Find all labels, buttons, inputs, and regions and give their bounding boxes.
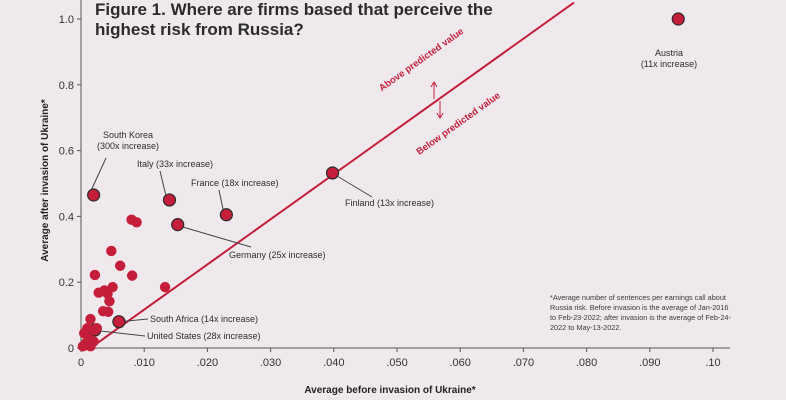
x-tick-label: .090	[639, 357, 660, 369]
x-tick-label: .030	[260, 357, 281, 369]
point-label-detail: (300x increase)	[97, 141, 159, 151]
data-point	[89, 269, 101, 281]
data-point	[104, 296, 115, 307]
point-labels: Austria(11x increase) South Korea(300x in…	[97, 48, 697, 341]
point-label: South Korea	[103, 130, 153, 140]
data-point	[91, 323, 103, 334]
data-point	[219, 208, 233, 222]
x-tick-label: .050	[386, 357, 407, 369]
point-label: France (18x increase)	[191, 178, 279, 188]
leader-line	[175, 224, 252, 248]
data-point	[671, 12, 685, 26]
data-point	[77, 341, 89, 352]
above-predicted-label: Above predicted value	[377, 26, 466, 94]
x-tick-label: .080	[576, 357, 597, 369]
data-point	[126, 270, 138, 281]
leader-line	[331, 172, 373, 198]
y-axis-title: Average after invasion of Ukraine*	[40, 99, 51, 262]
x-tick-label: .070	[513, 357, 534, 369]
data-point	[85, 341, 96, 352]
data-point	[112, 315, 126, 329]
point-label: Germany (25x increase)	[229, 250, 326, 260]
data-point	[99, 285, 110, 296]
data-point	[159, 281, 171, 293]
data-point	[131, 217, 142, 228]
data-point	[85, 313, 96, 325]
point-label: Italy (33x increase)	[137, 159, 213, 169]
point-label: South Africa (14x increase)	[150, 314, 258, 324]
x-tick-label: .010	[133, 357, 154, 369]
data-point	[325, 166, 340, 180]
y-tick-label: 1.0	[59, 14, 74, 26]
below-predicted-label: Below predicted value	[415, 90, 503, 157]
data-point	[162, 193, 177, 207]
point-label-detail: (11x increase)	[641, 59, 697, 69]
data-point	[171, 218, 185, 232]
down-arrow-head	[436, 112, 444, 119]
y-tick-label: 0.6	[59, 146, 74, 158]
y-tick-label: 0.2	[59, 277, 74, 289]
x-tick-label: .020	[197, 357, 218, 369]
axes: 0 .010 .020 .030 .040 .050 .060 .070 .080 .090 .10…	[40, 0, 730, 396]
x-tick-label: .060	[449, 357, 470, 369]
data-point	[102, 306, 114, 318]
data-points	[77, 12, 685, 352]
y-tick-label: 0.8	[59, 80, 74, 92]
chart-title: Figure 1. Where are firms based that per…	[95, 0, 493, 39]
x-axis-title: Average before invasion of Ukraine*	[304, 385, 475, 396]
point-label: Finland (13x increase)	[345, 198, 434, 208]
y-tick-label: 0.4	[59, 211, 74, 223]
data-point	[106, 245, 117, 257]
data-point	[114, 260, 126, 271]
data-point	[87, 188, 101, 202]
x-tick-label: .040	[323, 357, 344, 369]
point-label: Austria	[655, 48, 683, 58]
point-label: United States (28x increase)	[147, 331, 261, 341]
x-tick-label: .10	[705, 357, 720, 369]
y-tick-label: 0	[68, 343, 74, 355]
up-arrow-head	[430, 81, 438, 88]
x-tick-label: 0	[78, 357, 84, 369]
footnote: *Average number of sentences per earning…	[550, 293, 731, 332]
